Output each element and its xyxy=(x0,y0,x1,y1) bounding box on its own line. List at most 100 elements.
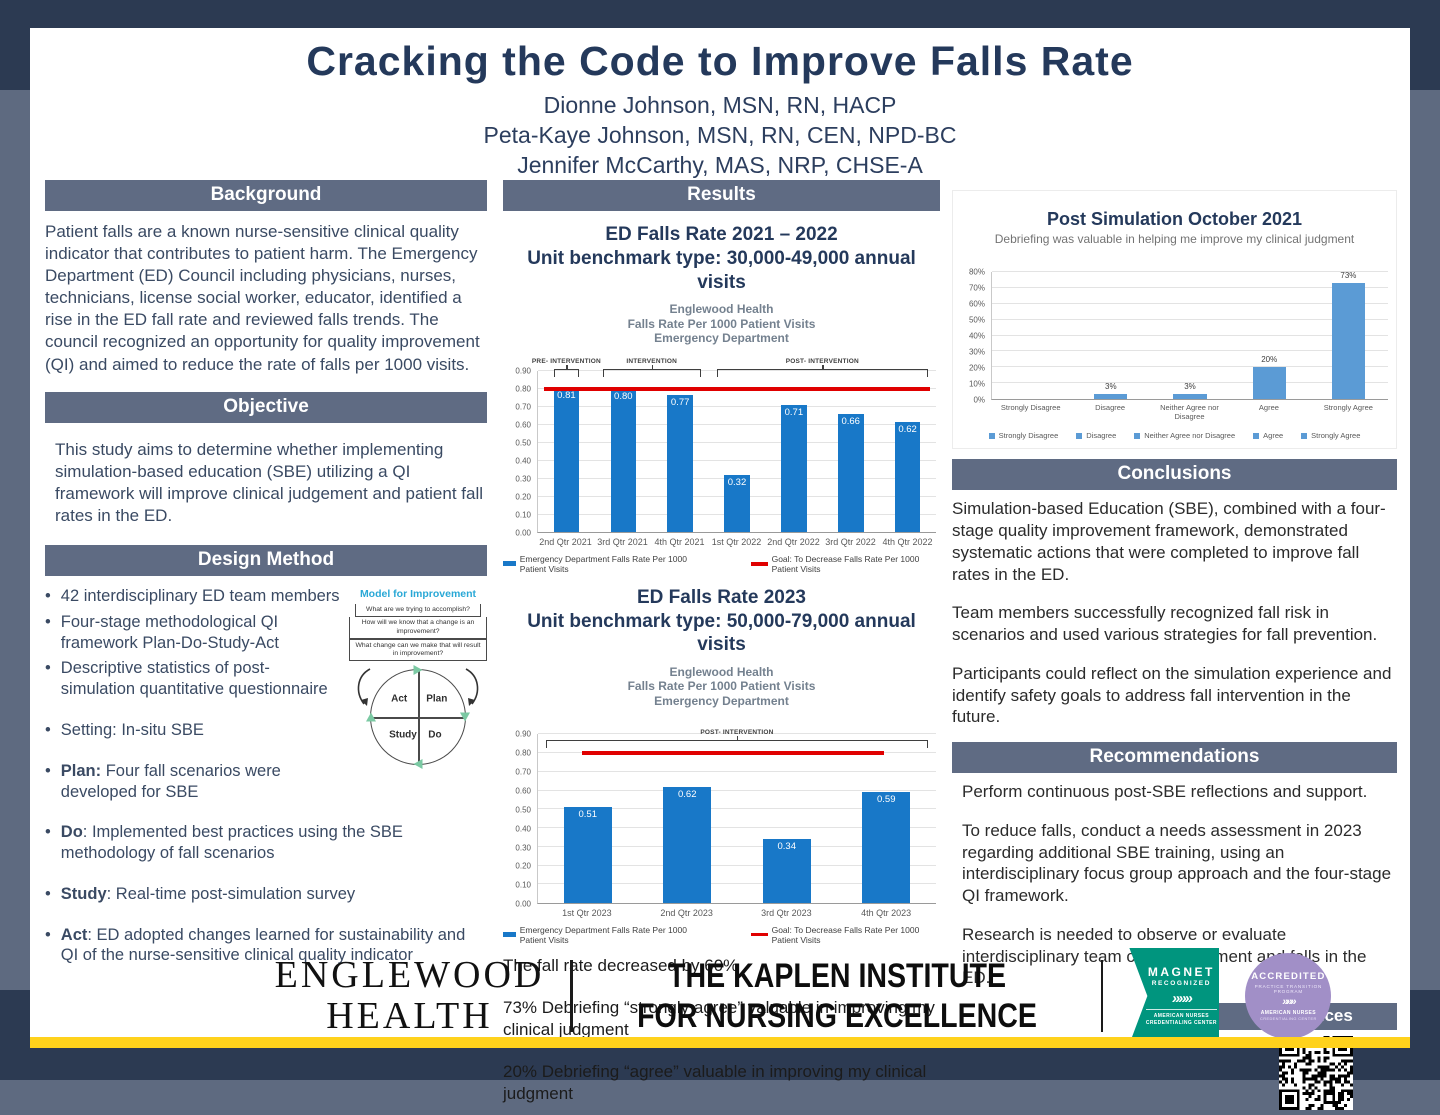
annotation-label: PRE- INTERVENTION xyxy=(531,358,601,366)
poster-title: Cracking the Code to Improve Falls Rate xyxy=(306,38,1134,84)
chart-inner-title: Englewood Health Falls Rate Per 1000 Pati… xyxy=(503,665,940,708)
chart-inner-title-line: Emergency Department xyxy=(654,331,789,346)
chart-subtitle: Unit benchmark type: 30,000-49,000 annua… xyxy=(527,247,916,293)
chart-inner-title-line: Emergency Department xyxy=(654,693,789,708)
x-axis-label: Strongly Disagree xyxy=(1000,403,1061,412)
bar-value-label: 0.81 xyxy=(557,389,576,401)
badge-text: AMERICAN NURSES xyxy=(1153,1012,1209,1019)
pdsa-act-label: Act xyxy=(391,693,408,705)
goal-line xyxy=(543,387,931,392)
bullet-text: Study: Real-time post-simulation survey xyxy=(60,884,356,903)
y-axis-tick: 60% xyxy=(968,299,985,309)
bar-value-label: 73% xyxy=(1340,271,1357,281)
bullet-text: Setting: In-situ SBE xyxy=(60,720,204,739)
background-body: Patient falls are a known nurse-sensitiv… xyxy=(45,222,480,374)
plot-area: 0.00 0.10 0.20 0.30 0.40 0.50 0.60 0.70 0.80 0.90… xyxy=(503,358,940,538)
legend-item: Strongly Disagree xyxy=(988,431,1058,440)
gridline xyxy=(538,789,936,791)
bar-value-label: 3% xyxy=(1184,382,1196,392)
badge-text: RECOGNIZED xyxy=(1151,979,1212,987)
bar: 3% xyxy=(1173,382,1207,399)
cycle-arrow-icon xyxy=(366,712,376,722)
y-axis-tick: 0.50 xyxy=(515,805,531,815)
chevron-icon: »»» xyxy=(1282,996,1296,1008)
y-axis-tick: 0.10 xyxy=(515,510,531,520)
frame-corner xyxy=(0,28,30,90)
x-axis-label: 1st Qtr 2022 xyxy=(711,537,762,548)
x-axis-label: Disagree xyxy=(1095,403,1126,412)
bar: 0.51 xyxy=(563,807,612,904)
bar-value-label: 0.51 xyxy=(578,809,598,821)
y-axis-tick: 0.60 xyxy=(515,786,531,796)
chart-title-line: ED Falls Rate 2021 – 2022 xyxy=(605,224,838,245)
x-axis-label: 3rd Qtr 2021 xyxy=(597,537,648,548)
plot-area: 0% 10% 20% 30% 40% 50% 60% 70% 80% 3% 3% 20% 73% xyxy=(957,268,1392,405)
author-list: Dionne Johnson, MSN, RN, HACP Peta-Kaye … xyxy=(30,91,1410,181)
bullet-item: • 42 interdisciplinary ED team members xyxy=(45,586,341,607)
bar: 0.34 xyxy=(762,839,811,904)
gridline xyxy=(992,302,1388,304)
y-axis-tick: 0.70 xyxy=(515,767,531,777)
bar: 0.59 xyxy=(862,792,911,904)
y-axis-tick: 0.80 xyxy=(515,384,531,394)
bar-value-label: 0.62 xyxy=(898,423,917,435)
plot: POST- INTERVENTION 0.51 0.62 0.34 0.59 xyxy=(537,729,936,905)
bracket-tick xyxy=(566,365,568,371)
x-axis-labels: 2nd Qtr 2021 3rd Qtr 2021 4th Qtr 2021 1st … xyxy=(537,537,936,547)
gridline xyxy=(538,864,936,866)
gridline xyxy=(538,808,936,810)
gridline xyxy=(992,334,1388,336)
chart-title: ED Falls Rate 2021 – 2022 Unit benchmark … xyxy=(503,223,940,294)
bar-value-label: 20% xyxy=(1261,355,1278,365)
bullet-dot: • xyxy=(45,925,51,944)
badge-text: MAGNET xyxy=(1147,964,1215,979)
y-axis-tick: 20% xyxy=(968,363,985,373)
accent-stripe xyxy=(30,1037,1410,1048)
legend-label: Goal: To Decrease Falls Rate Per 1000 Pa… xyxy=(771,553,920,574)
author: Dionne Johnson, MSN, RN, HACP xyxy=(543,92,897,118)
model-question-box: How will we know that a change is an imp… xyxy=(349,617,487,639)
legend-marker-icon xyxy=(1301,432,1308,439)
legend-item: Strongly Agree xyxy=(1301,431,1360,440)
chevron-icon: »»» xyxy=(1171,989,1193,1007)
x-axis-label: Agree xyxy=(1258,403,1279,412)
annotation-bracket: PRE- INTERVENTION xyxy=(532,358,601,378)
y-axis-tick: 0.40 xyxy=(515,824,531,834)
divider xyxy=(570,960,573,1032)
plot: 3% 3% 20% 73% xyxy=(991,271,1388,400)
legend-marker-icon xyxy=(1253,432,1260,439)
paragraph: Team members successfully recognized fal… xyxy=(952,603,1378,644)
bar: 0.32 xyxy=(724,475,750,533)
bar: 0.77 xyxy=(667,394,693,533)
y-axis: 0.00 0.10 0.20 0.30 0.40 0.50 0.60 0.70 0.80 0.90 xyxy=(503,730,535,909)
chart-title: Post Simulation October 2021 xyxy=(1046,209,1303,229)
chart-legend: Emergency Department Falls Rate Per 1000… xyxy=(503,925,940,945)
legend-marker-icon xyxy=(503,561,516,567)
y-axis-tick: 0.30 xyxy=(515,843,531,853)
legend-marker-icon xyxy=(750,562,768,566)
pdsa-plan-label: Plan xyxy=(426,693,448,705)
chart-legend: Emergency Department Falls Rate Per 1000… xyxy=(503,554,940,574)
gridline xyxy=(538,845,936,847)
model-diagram-title: Model for Improvement xyxy=(359,588,477,601)
annotation-label: POST- INTERVENTION xyxy=(700,729,774,737)
bullet-item: • Four-stage methodological QI framework … xyxy=(45,612,341,654)
bracket-tick xyxy=(651,365,654,371)
legend-item: Emergency Department Falls Rate Per 1000… xyxy=(503,925,705,945)
badge-text: CREDENTIALING CENTER xyxy=(1145,1020,1217,1026)
y-axis-tick: 80% xyxy=(968,267,985,277)
x-axis-label: 4th Qtr 2021 xyxy=(654,537,705,548)
bar-slot: 73% xyxy=(1309,271,1388,399)
gridline xyxy=(538,770,936,772)
bullet-item: • Act: ED adopted changes learned for sus… xyxy=(45,925,487,967)
y-axis-tick: 70% xyxy=(968,283,985,293)
bullet-item: • Descriptive statistics of post-simulati… xyxy=(45,658,341,700)
frame-bottom-band xyxy=(0,1048,1440,1080)
y-axis-tick: 0.10 xyxy=(515,880,531,890)
bar: 0.81 xyxy=(553,387,580,533)
bar-value-label: 0.34 xyxy=(777,841,797,853)
chart: ED Falls Rate 2023 Unit benchmark type: 5… xyxy=(503,586,940,945)
bullet-item: • Study: Real-time post-simulation survey xyxy=(45,884,487,905)
bullet-item: • Plan: Four fall scenarios were develope… xyxy=(45,761,341,803)
bar-slot: 0.51 xyxy=(538,734,638,904)
